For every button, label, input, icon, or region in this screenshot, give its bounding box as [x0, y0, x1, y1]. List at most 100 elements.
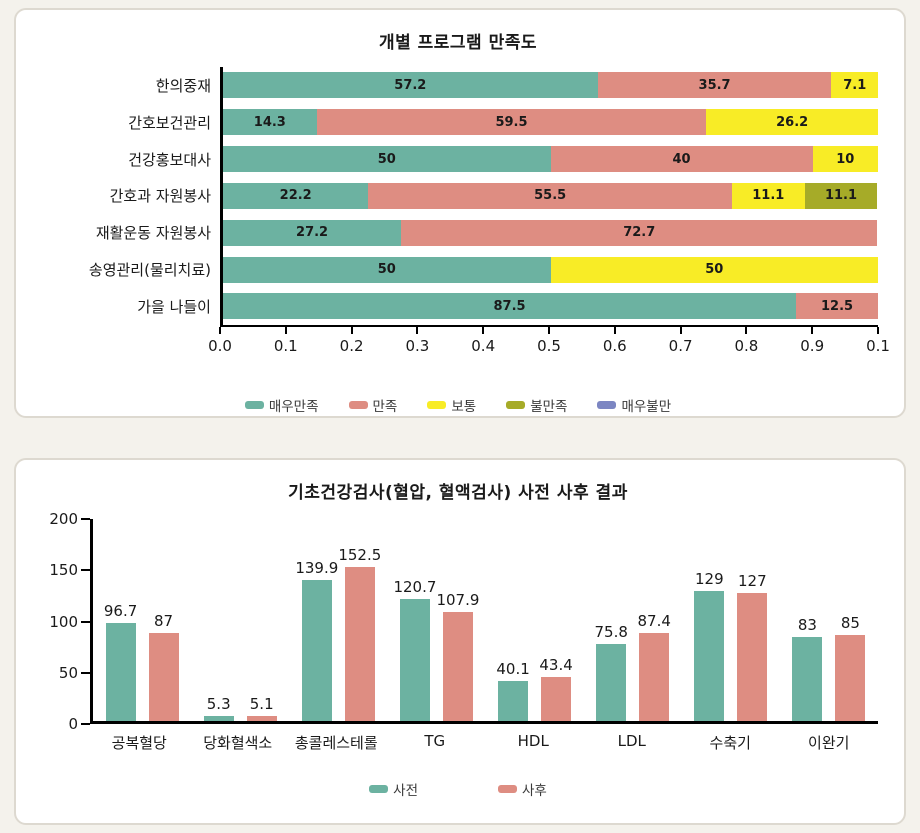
segment-value: 10: [836, 151, 855, 167]
bar-group: 139.9 152.5: [289, 519, 387, 721]
bar-value: 96.7: [103, 602, 138, 621]
segment-value: 26.2: [776, 114, 809, 130]
bar: 129: [694, 570, 725, 721]
x-tick-mark: [811, 327, 814, 334]
bar: 152.5: [338, 546, 381, 721]
segment-value: 27.2: [296, 225, 329, 241]
plot-area: 96.7 87 5.3 5.1 139.9 152.5 120.7 107.9 40.1 43.4…: [90, 519, 878, 724]
bar-value: 87: [154, 612, 174, 631]
segment-value: 55.5: [534, 188, 567, 204]
bar-row: 50 50: [223, 256, 878, 283]
legend-swatch-icon: [506, 401, 526, 409]
x-tick-mark: [548, 327, 550, 334]
legend-label: 매우불만: [621, 399, 672, 415]
bar-row: 27.2 72.7: [223, 219, 878, 246]
bar: 96.7: [104, 602, 137, 721]
bar-value: 85: [840, 614, 860, 633]
bar-value: 5.3: [206, 694, 231, 713]
x-tick-label: 0.0: [208, 337, 232, 355]
segment-value: 7.1: [843, 77, 867, 93]
category-label: TG: [424, 732, 446, 750]
bar: 5.3: [203, 695, 234, 721]
segment-value: 11.1: [824, 188, 858, 204]
category-axis: 공복혈당 당화혈색소 총콜레스테롤 TG HDL LDL 수축기 이완기: [90, 732, 878, 753]
legend-swatch-icon: [369, 785, 389, 793]
category-label: 가을 나들이: [137, 297, 211, 316]
bar-segment: 55.5: [368, 182, 732, 209]
bar: 40.1: [496, 660, 530, 721]
legend-item: 보통: [427, 395, 476, 415]
bar-value: 107.9: [436, 591, 480, 610]
y-tick-label: 50: [58, 663, 78, 682]
y-axis: 0 50 100 150 200: [38, 510, 90, 733]
bar-value: 43.4: [539, 656, 573, 675]
y-tick-label: 100: [49, 612, 78, 631]
bar-segment: 40: [550, 146, 813, 173]
segment-value: 59.5: [495, 114, 528, 130]
bar-value: 139.9: [295, 558, 339, 577]
segment-value: 40: [672, 151, 691, 167]
x-tick-mark: [613, 327, 616, 334]
bar-value: 83: [797, 616, 817, 635]
stacked-bar-chart: 한의중재 간호보건관리 건강홍보대사 간호과 자원봉사 재활운동 자원봉사 송영관리(물리…: [38, 67, 878, 325]
bar-row: 57.2 35.7 7.1: [223, 72, 878, 99]
x-tick-mark: [877, 327, 879, 334]
category-label: 건강홍보대사: [128, 150, 211, 169]
bar-segment: 7.1: [831, 72, 878, 99]
segment-value: 50: [377, 262, 396, 278]
bar-segment: 72.7: [401, 219, 878, 246]
y-tick-mark: [81, 723, 90, 725]
category-label: 재활운동 자원봉사: [95, 224, 211, 243]
bar: 139.9: [295, 559, 338, 721]
bar-row: 22.2 55.5 11.1 11.1: [223, 182, 878, 209]
bar: 87: [148, 612, 179, 721]
bar-row: 14.3 59.5 26.2: [223, 109, 878, 136]
bar: 85: [835, 614, 866, 721]
y-tick-label: 200: [49, 510, 78, 528]
legend-item: 사전: [369, 779, 418, 799]
bar-value: 5.1: [249, 694, 274, 713]
bar-row: 50 40 10: [223, 146, 878, 173]
legend-swatch-icon: [427, 401, 447, 409]
legend-label: 만족: [372, 399, 398, 415]
segment-value: 87.5: [493, 298, 526, 314]
x-tick-label: 0.1: [273, 337, 298, 355]
x-tick-label: 0.4: [471, 337, 496, 355]
bar-group: 40.1 43.4: [486, 519, 584, 721]
category-label: 간호과 자원봉사: [109, 187, 211, 206]
plot-area: 57.2 35.7 7.1 14.3 59.5 26.2 50 40 10 22.2 55.5 11.…: [220, 67, 878, 325]
legend-swatch-icon: [597, 401, 617, 409]
x-tick-label: 0.8: [734, 337, 759, 355]
x-axis: 0.0 0.1 0.2 0.3 0.4 0.5 0.6 0.7 0.8 0.9 0.1: [208, 325, 890, 359]
legend-swatch-icon: [348, 401, 368, 409]
bar-value: 87.4: [637, 611, 671, 630]
x-tick-mark: [482, 327, 485, 334]
segment-value: 12.5: [821, 298, 854, 314]
segment-value: 72.7: [623, 225, 656, 241]
bar-segment: 50: [223, 256, 551, 283]
segment-value: 57.2: [394, 77, 427, 93]
y-tick-mark: [81, 671, 90, 674]
y-tick-mark: [81, 518, 90, 520]
legend-label: 사전: [393, 783, 418, 799]
category-label: 간호보건관리: [128, 113, 211, 132]
y-tick-mark: [81, 569, 90, 572]
health-check-chart-title: 기초건강검사(혈압, 혈액검사) 사전 사후 결과: [288, 483, 628, 503]
satisfaction-chart-panel: 개별 프로그램 만족도 한의중재 간호보건관리 건강홍보대사 간호과 자원봉사 재활운동…: [14, 8, 906, 418]
category-axis: 한의중재 간호보건관리 건강홍보대사 간호과 자원봉사 재활운동 자원봉사 송영관리(물리…: [38, 67, 220, 325]
grouped-bar-chart: 0 50 100 150 200 96.7 87 5.3 5.1 139.9 152.5 120.7…: [38, 510, 878, 733]
bar: 83: [792, 616, 823, 721]
bar-value: 120.7: [393, 578, 437, 597]
x-tick-mark: [219, 327, 221, 334]
x-tick-label: 0.2: [339, 337, 364, 355]
bar-segment: 10: [812, 146, 878, 173]
bar-value: 75.8: [594, 623, 628, 642]
x-tick-mark: [284, 327, 287, 334]
bar-segment: 22.2: [223, 182, 369, 209]
segment-value: 35.7: [698, 77, 731, 93]
category-label: 공복혈당: [111, 734, 167, 752]
bar-segment: 57.2: [223, 72, 598, 99]
x-tick-mark: [679, 327, 682, 334]
legend-item: 매우만족: [244, 395, 319, 415]
legend-swatch-icon: [244, 401, 264, 409]
